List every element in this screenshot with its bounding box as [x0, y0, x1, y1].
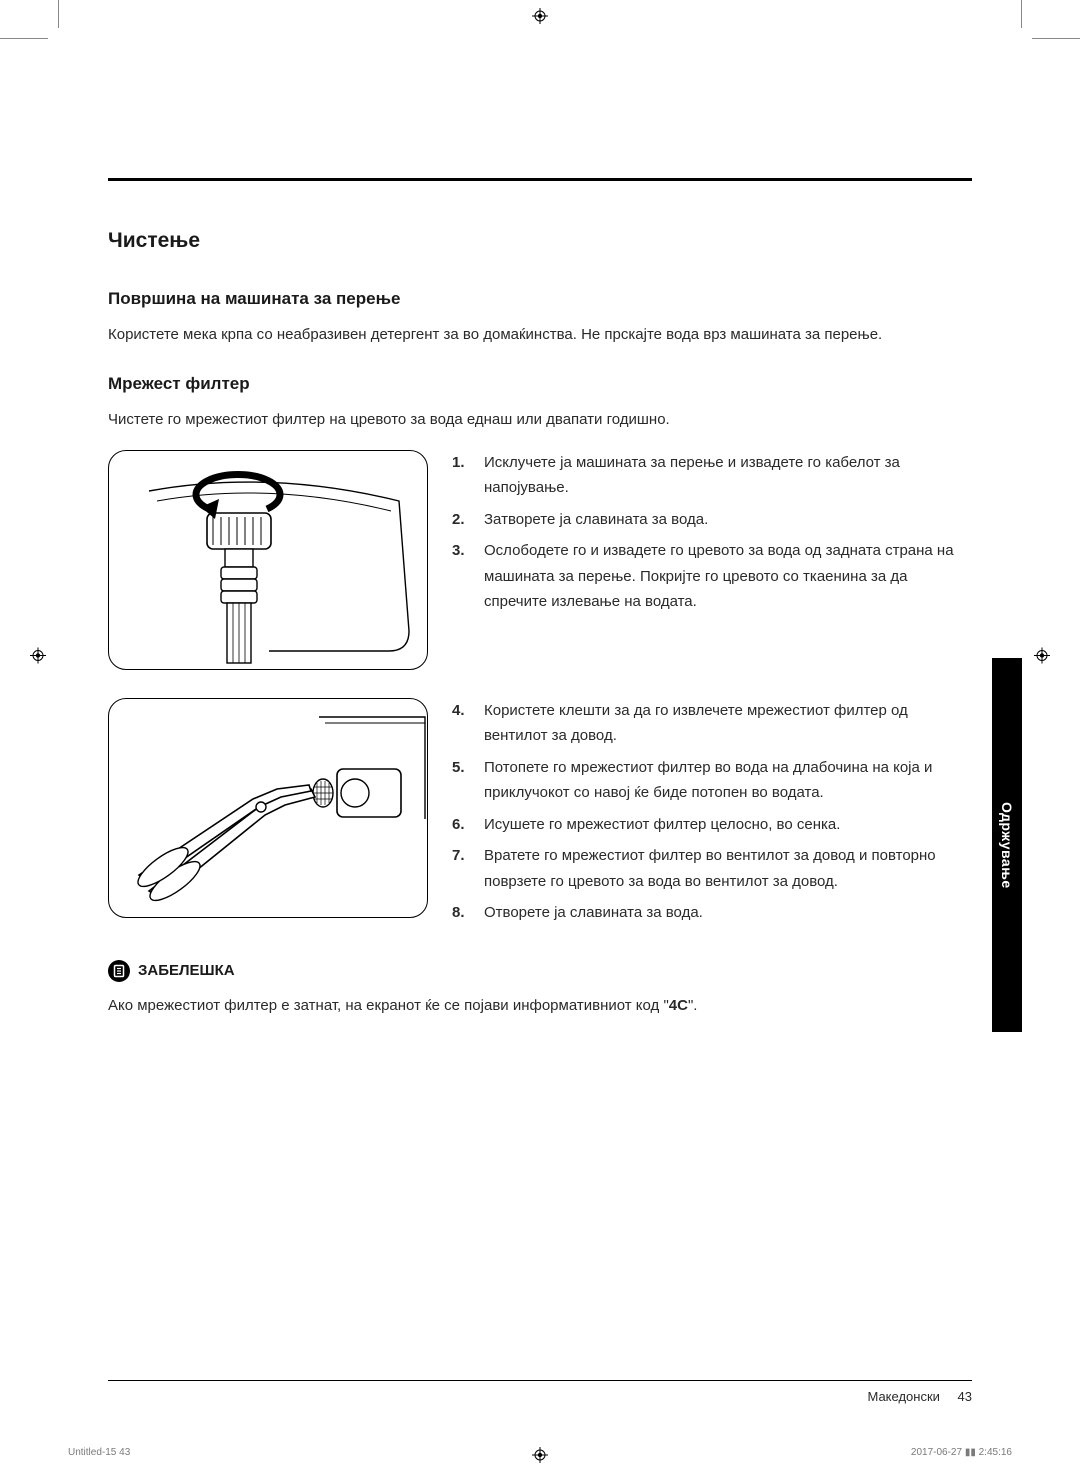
top-divider: [108, 178, 972, 181]
step-item: Исушете го мрежестиот филтер целосно, во…: [452, 812, 972, 838]
figure-step-row-2: Користете клешти за да го извлечете мреж…: [108, 698, 972, 932]
note-text: Ако мрежестиот филтер е затнат, на екран…: [108, 994, 972, 1017]
page-footer: Македонски 43: [108, 1380, 972, 1404]
step-item: Ослободете го и извадете го цревото за в…: [452, 538, 972, 615]
step-item: Исклучете ја машината за перење и изваде…: [452, 450, 972, 501]
step-item: Користете клешти за да го извлечете мреж…: [452, 698, 972, 749]
footer-language: Македонски: [867, 1389, 939, 1404]
crop-mark: [1032, 38, 1080, 39]
section-filter-body: Чистете го мрежестиот филтер на цревото …: [108, 408, 972, 431]
note-text-pre: Ако мрежестиот филтер е затнат, на екран…: [108, 997, 669, 1014]
section-surface-body: Користете мека крпа со неабразивен детер…: [108, 323, 972, 346]
registration-mark-top: [532, 8, 548, 29]
registration-mark-right: [1034, 648, 1050, 669]
section-filter-title: Мрежест филтер: [108, 374, 972, 394]
registration-mark-bottom: [532, 1447, 548, 1468]
crop-mark: [1021, 0, 1022, 28]
footer-divider: [108, 1380, 972, 1381]
step-item: Вратете го мрежестиот филтер во вентилот…: [452, 843, 972, 894]
note-icon: [108, 960, 130, 982]
page-heading: Чистење: [108, 229, 972, 253]
crop-mark: [0, 38, 48, 39]
crop-mark: [58, 0, 59, 28]
sidebar-label: Одржување: [999, 802, 1015, 889]
note-code: 4C: [669, 997, 688, 1014]
print-meta-left: Untitled-15 43: [68, 1447, 130, 1458]
figure-step-row-1: Исклучете ја машината за перење и изваде…: [108, 450, 972, 670]
step-item: Затворете ја славината за вода.: [452, 507, 972, 533]
figure-pliers-filter: [108, 698, 428, 918]
step-item: Потопете го мрежестиот филтер во вода на…: [452, 755, 972, 806]
print-meta-right: 2017-06-27 ▮▮ 2:45:16: [911, 1447, 1012, 1458]
footer-page-number: 43: [958, 1389, 972, 1404]
registration-mark-left: [30, 648, 46, 669]
steps-list-1: Исклучете ја машината за перење и изваде…: [452, 450, 972, 615]
note-text-post: ".: [688, 997, 698, 1014]
sidebar-section-tab: Одржување: [992, 658, 1022, 1032]
section-surface-title: Површина на машината за перење: [108, 289, 972, 309]
note-header: ЗАБЕЛЕШКА: [108, 960, 972, 982]
steps-list-2: Користете клешти за да го извлечете мреж…: [452, 698, 972, 926]
section-filter: Мрежест филтер Чистете го мрежестиот фил…: [108, 374, 972, 1017]
section-surface: Површина на машината за перење Користете…: [108, 289, 972, 346]
page-content: Чистење Површина на машината за перење К…: [58, 38, 1022, 1438]
note-label: ЗАБЕЛЕШКА: [138, 962, 235, 979]
step-item: Отворете ја славината за вода.: [452, 900, 972, 926]
figure-hose-remove: [108, 450, 428, 670]
